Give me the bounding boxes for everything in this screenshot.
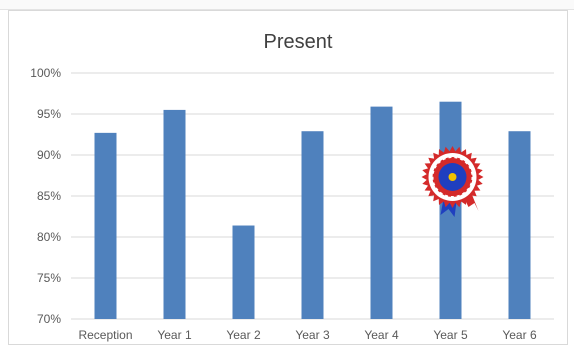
y-tick-label: 90% bbox=[37, 148, 61, 162]
bar-reception bbox=[94, 132, 117, 319]
bar-year-3 bbox=[301, 131, 324, 319]
x-tick-label: Reception bbox=[78, 328, 132, 342]
x-tick-label: Year 3 bbox=[295, 328, 330, 342]
y-axis-tick-labels: 70% 75% 80% 85% 90% 95% 100% bbox=[30, 66, 61, 326]
y-tick-label: 100% bbox=[30, 66, 61, 80]
bar-year-4 bbox=[370, 106, 393, 320]
y-tick-label: 95% bbox=[37, 107, 61, 121]
x-tick-label: Year 5 bbox=[433, 328, 468, 342]
x-tick-label: Year 1 bbox=[157, 328, 192, 342]
bar-year-2 bbox=[232, 225, 255, 319]
award-rosette-icon bbox=[421, 146, 484, 217]
x-tick-label: Year 4 bbox=[364, 328, 399, 342]
chart-title: Present bbox=[264, 31, 333, 53]
bar-year-1 bbox=[163, 109, 186, 320]
bar-year-6 bbox=[508, 131, 531, 319]
chart-area: Present 70% 75% 80% 85% 90% 95% 100% Reception… bbox=[8, 10, 568, 345]
bars bbox=[94, 101, 531, 320]
y-tick-label: 75% bbox=[37, 271, 61, 285]
x-tick-label: Year 6 bbox=[502, 328, 537, 342]
bar-chart: Present 70% 75% 80% 85% 90% 95% 100% Reception… bbox=[30, 31, 554, 342]
x-tick-label: Year 2 bbox=[226, 328, 261, 342]
rosette-gold-dot bbox=[448, 173, 457, 181]
y-tick-label: 85% bbox=[37, 189, 61, 203]
y-tick-label: 70% bbox=[37, 312, 61, 326]
window-top-edge bbox=[0, 0, 574, 10]
y-tick-label: 80% bbox=[37, 230, 61, 244]
x-axis-tick-labels: Reception Year 1 Year 2 Year 3 Year 4 Year 5 Y… bbox=[78, 328, 536, 342]
